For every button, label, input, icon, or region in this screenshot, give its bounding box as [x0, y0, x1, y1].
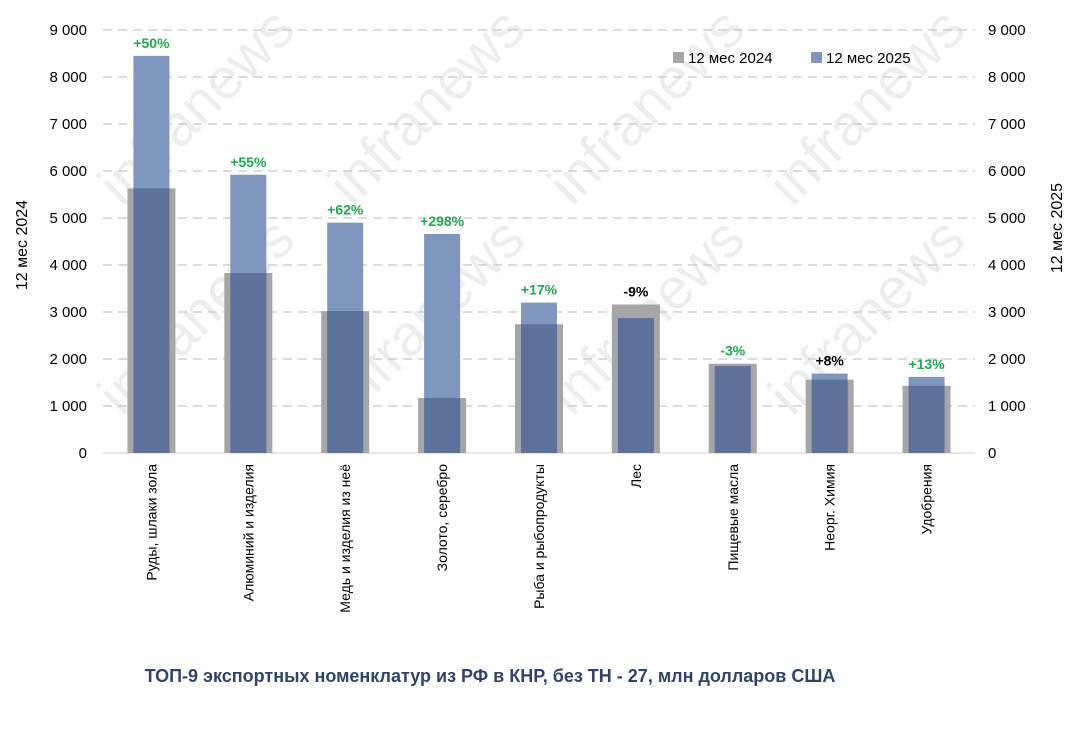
- y-tick-right: 8 000: [988, 69, 1026, 86]
- category-label: Рыба и рыбопродукты: [531, 464, 547, 609]
- y-tick-left: 2 000: [49, 351, 87, 368]
- watermark-text: infranews: [315, 0, 536, 217]
- percent-change-label: +50%: [133, 35, 170, 51]
- y-tick-left: 7 000: [49, 116, 87, 133]
- watermark-text: infranews: [755, 0, 976, 217]
- legend: 12 мес 2024 12 мес 2025: [673, 50, 911, 67]
- category-label: Руды, шлаки зола: [143, 464, 159, 581]
- y-tick-right: 1 000: [988, 398, 1026, 415]
- percent-change-label: -3%: [720, 343, 745, 359]
- y-tick-left: 3 000: [49, 304, 87, 321]
- legend-swatch-2025: [811, 52, 822, 63]
- bar-overlap: [230, 272, 267, 453]
- tick-labels: 0 0 1 000 1 000 2 000 2 000 3 000 3 000 4 000 4 0…: [49, 22, 1025, 462]
- bar-overlap: [327, 311, 364, 453]
- category-label: Медь и изделия из неё: [337, 464, 353, 613]
- bar-overlap: [133, 188, 170, 453]
- y-tick-right: 3 000: [988, 304, 1026, 321]
- percent-change-label: +8%: [815, 353, 844, 369]
- bar-overlap: [811, 379, 848, 453]
- percent-change-label: +17%: [521, 282, 558, 298]
- category-label: Лес: [628, 464, 644, 488]
- percent-change-label: -9%: [623, 283, 648, 299]
- percent-change-label: +298%: [420, 213, 465, 229]
- percent-labels: +50% +55% +62% +298% +17% -9% -3% +8% +13%: [133, 35, 945, 372]
- percent-change-label: +13%: [908, 356, 945, 372]
- category-label: Неорг. Химия: [822, 464, 838, 551]
- category-label: Золото, серебро: [434, 464, 450, 572]
- category-label: Удобрения: [919, 464, 935, 534]
- y-tick-left: 9 000: [49, 22, 87, 39]
- category-labels: Руды, шлаки зола Алюминий и изделия Медь и…: [143, 464, 934, 613]
- y-tick-right: 7 000: [988, 116, 1026, 133]
- y-tick-right: 5 000: [988, 210, 1026, 227]
- category-label: Пищевые масла: [725, 464, 741, 571]
- y-tick-left: 5 000: [49, 210, 87, 227]
- legend-swatch-2024: [673, 52, 684, 63]
- watermark-text: infranews: [85, 205, 306, 426]
- legend-label-2025: 12 мес 2025: [826, 50, 911, 67]
- bars: [127, 55, 951, 453]
- bar-overlap: [521, 324, 557, 453]
- y-tick-right: 2 000: [988, 351, 1026, 368]
- y-tick-right: 9 000: [988, 22, 1026, 39]
- y-tick-left: 8 000: [49, 69, 87, 86]
- bar-overlap: [714, 366, 751, 453]
- bar-overlap: [424, 398, 461, 453]
- y-tick-left: 4 000: [49, 257, 87, 274]
- bar-overlap: [908, 385, 945, 453]
- y-axis-left-title: 12 мес 2024: [14, 200, 31, 290]
- watermark-text: infranews: [85, 0, 306, 217]
- y-tick-left: 6 000: [49, 163, 87, 180]
- y-tick-right: 6 000: [988, 163, 1026, 180]
- y-tick-left: 0: [79, 445, 87, 462]
- watermark-text: infranews: [535, 0, 756, 217]
- legend-label-2024: 12 мес 2024: [688, 50, 773, 67]
- percent-change-label: +62%: [327, 202, 364, 218]
- y-tick-left: 1 000: [49, 398, 87, 415]
- chart-title: ТОП-9 экспортных номенклатур из РФ в КНР…: [144, 666, 836, 686]
- y-tick-right: 0: [988, 445, 996, 462]
- y-axis-right-title: 12 мес 2025: [1049, 183, 1066, 273]
- y-tick-right: 4 000: [988, 257, 1026, 274]
- bar-overlap: [617, 318, 654, 453]
- percent-change-label: +55%: [230, 154, 267, 170]
- category-label: Алюминий и изделия: [240, 464, 256, 601]
